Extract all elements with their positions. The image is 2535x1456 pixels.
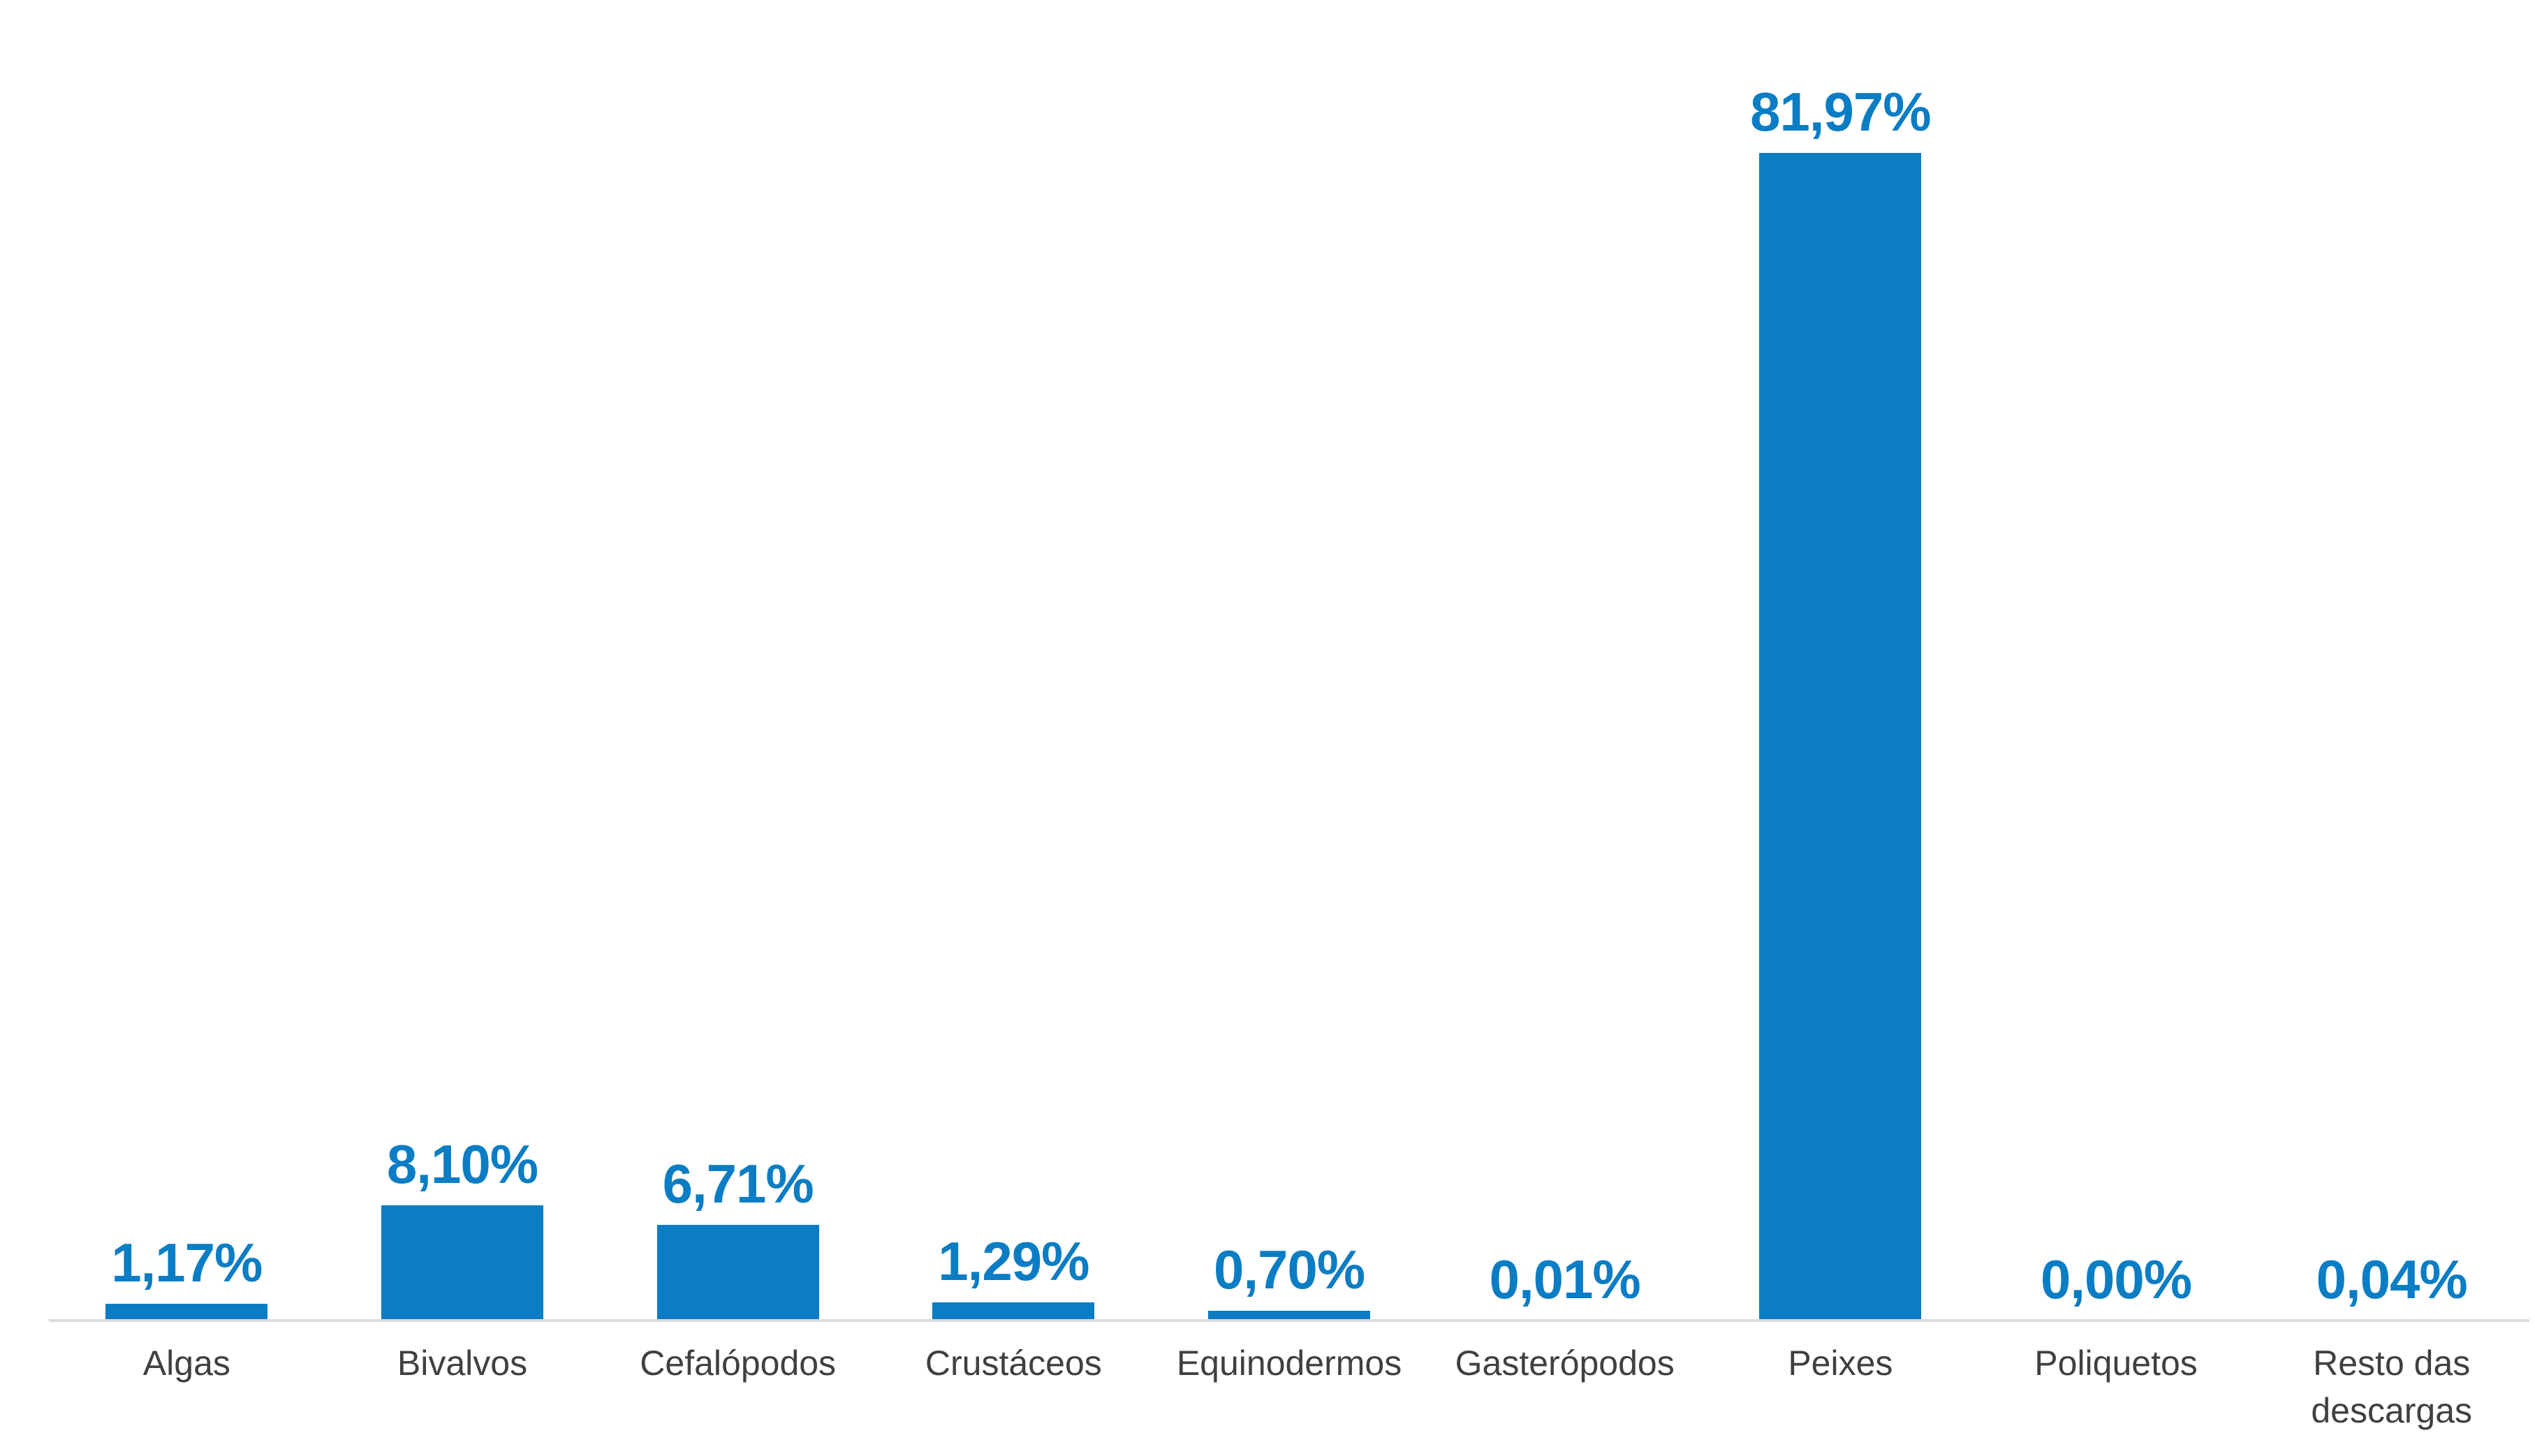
value-label: 0,70% bbox=[1213, 1239, 1365, 1300]
bar bbox=[932, 1302, 1095, 1321]
value-label: 81,97% bbox=[1750, 81, 1932, 142]
bar bbox=[105, 1304, 268, 1321]
bar-column-equinodermos: 0,70% bbox=[1152, 1242, 1427, 1321]
plot-area: 1,17% 8,10% 6,71% 1,29% 0,70% bbox=[49, 0, 2529, 1322]
bar-column-cefalopodos: 6,71% bbox=[600, 1156, 876, 1321]
bar-column-poliquetos: 0,00% bbox=[1978, 1252, 2254, 1321]
category-labels-row: Algas Bivalvos Cefalópodos Crustáceos Eq… bbox=[49, 1340, 2529, 1434]
bars-row: 1,17% 8,10% 6,71% 1,29% 0,70% bbox=[49, 0, 2529, 1321]
bar bbox=[656, 1225, 819, 1321]
bar bbox=[1759, 153, 1922, 1321]
category-label-cefalopodos: Cefalópodos bbox=[640, 1344, 837, 1383]
category-label-peixes: Peixes bbox=[1788, 1344, 1893, 1383]
value-label: 1,17% bbox=[111, 1232, 263, 1293]
category-label-poliquetos: Poliquetos bbox=[2034, 1344, 2198, 1383]
bar-column-algas: 1,17% bbox=[49, 1235, 325, 1321]
bar-column-resto-das-descargas: 0,04% bbox=[2254, 1252, 2529, 1321]
bar-chart: 1,17% 8,10% 6,71% 1,29% 0,70% bbox=[49, 0, 2529, 1456]
category-label-resto-das-descargas: Resto das descargas bbox=[2311, 1344, 2473, 1430]
category-label-gasteropodos: Gasterópodos bbox=[1455, 1344, 1675, 1383]
bar bbox=[1208, 1311, 1371, 1321]
bar-column-bivalvos: 8,10% bbox=[325, 1137, 601, 1321]
bar bbox=[381, 1205, 543, 1321]
category-label-equinodermos: Equinodermos bbox=[1176, 1344, 1402, 1383]
bar-column-gasteropodos: 0,01% bbox=[1427, 1252, 1703, 1321]
value-label: 0,01% bbox=[1489, 1249, 1641, 1310]
value-label: 6,71% bbox=[662, 1153, 814, 1214]
category-label-algas: Algas bbox=[142, 1344, 230, 1383]
value-label: 1,29% bbox=[938, 1230, 1089, 1292]
bar-column-crustaceos: 1,29% bbox=[876, 1234, 1152, 1321]
category-label-crustaceos: Crustáceos bbox=[925, 1344, 1102, 1383]
category-label-bivalvos: Bivalvos bbox=[397, 1344, 528, 1383]
value-label: 8,10% bbox=[386, 1133, 538, 1195]
x-axis-line bbox=[49, 1319, 2529, 1322]
bar-column-peixes: 81,97% bbox=[1703, 84, 1978, 1321]
value-label: 0,00% bbox=[2040, 1249, 2192, 1310]
value-label: 0,04% bbox=[2316, 1249, 2468, 1310]
